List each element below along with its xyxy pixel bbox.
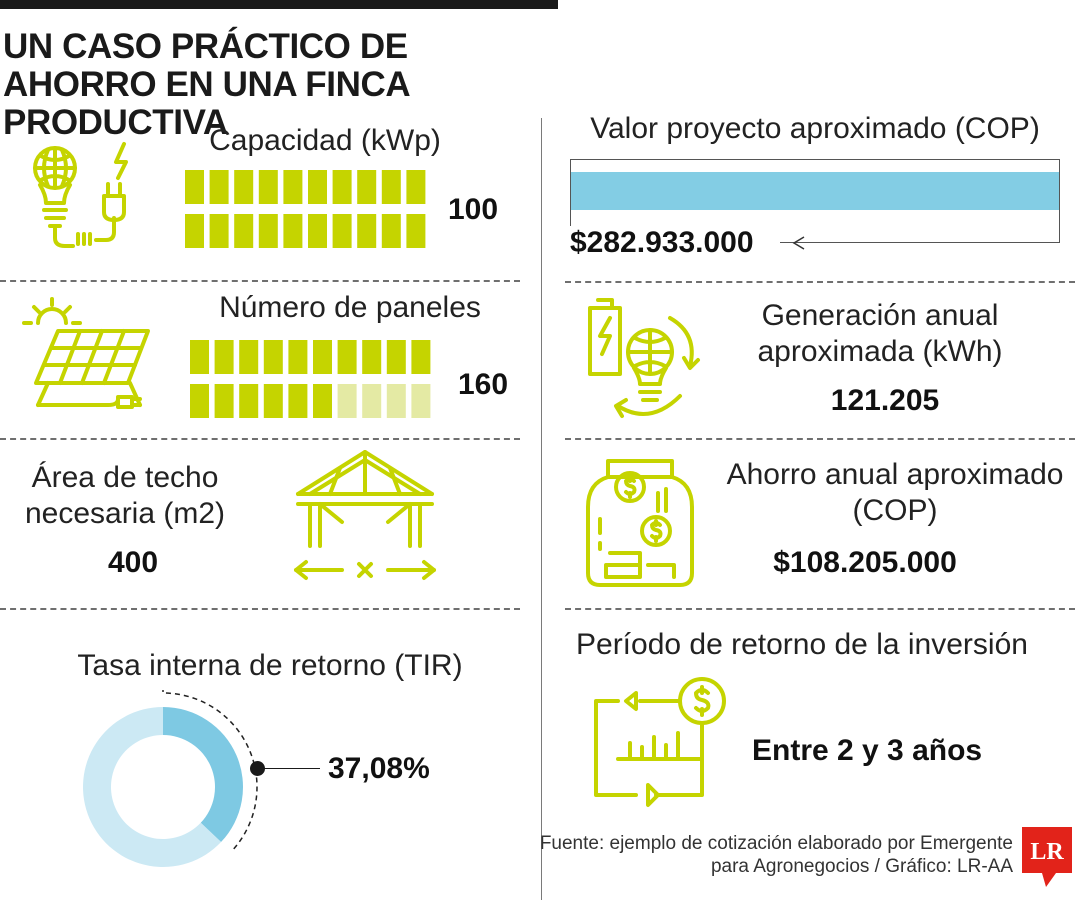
paneles-pictogram-cell: [411, 384, 431, 418]
capacidad-pictogram-cell: [283, 214, 303, 248]
periodo-label: Período de retorno de la inversión: [576, 628, 1028, 661]
paneles-pictogram-cell: [214, 384, 234, 418]
tir-donut-chart: [83, 690, 258, 867]
capacidad-pictogram-cell: [332, 170, 352, 204]
capacidad-pictogram-cell: [185, 214, 204, 248]
capacidad-pictogram-cell: [234, 214, 254, 248]
paneles-pictogram-cell: [263, 384, 283, 418]
paneles-pictogram-cell: [288, 340, 308, 374]
paneles-pictogram-cell: [214, 340, 234, 374]
paneles-pictogram-cell: [337, 340, 357, 374]
tir-leader-dot: [250, 761, 265, 776]
capacidad-label: Capacidad (kWp): [209, 124, 441, 157]
svg-text:LR: LR: [1030, 839, 1064, 865]
paneles-pictogram-cell: [239, 384, 259, 418]
solar-panel-icon: [22, 297, 150, 409]
capacidad-pictogram-cell: [308, 170, 327, 204]
area-value: 400: [108, 546, 159, 579]
return-cycle-icon: [594, 677, 726, 807]
roof-structure-icon: [294, 450, 436, 580]
top-rule: [0, 0, 558, 9]
capacidad-pictogram-cell: [258, 170, 278, 204]
tir-value: 37,08%: [328, 752, 430, 785]
battery-bulb-cycle-icon: [588, 298, 700, 418]
periodo-value: Entre 2 y 3 años: [752, 734, 983, 767]
ahorro-label: Ahorro anual aproximado (COP): [726, 458, 1064, 527]
area-label: Área de techo necesaria (m2): [24, 461, 226, 530]
lr-logo: LR: [1022, 827, 1072, 887]
valor-bar: [571, 172, 1059, 210]
paneles-pictogram-cell: [313, 340, 332, 374]
capacidad-pictogram-cell: [381, 170, 401, 204]
capacidad-pictogram-cell: [332, 214, 352, 248]
capacidad-pictogram: [185, 170, 426, 248]
divider-right-3: [565, 608, 1075, 610]
generacion-label: Generación anual aproximada (kWh): [757, 299, 1003, 368]
capacidad-pictogram-cell: [357, 214, 377, 248]
capacidad-pictogram-cell: [406, 214, 426, 248]
source-note: Fuente: ejemplo de cotización elaborado …: [539, 833, 1013, 877]
paneles-pictogram-cell: [386, 384, 406, 418]
ahorro-value: $108.205.000: [773, 546, 957, 579]
paneles-value: 160: [458, 368, 509, 401]
paneles-pictogram-cell: [386, 340, 406, 374]
capacidad-pictogram-cell: [381, 214, 401, 248]
valor-bar-frame: [570, 159, 1060, 243]
valor-value: $282.933.000: [570, 226, 754, 259]
capacidad-value: 100: [448, 193, 499, 226]
capacidad-pictogram-cell: [258, 214, 278, 248]
tir-slice: [163, 707, 243, 843]
paneles-pictogram-cell: [190, 384, 209, 418]
generacion-value: 121.205: [830, 384, 940, 417]
lightbulb-plug-icon: [33, 142, 128, 248]
valor-label: Valor proyecto aproximado (COP): [590, 112, 1040, 145]
divider-left-2: [0, 438, 520, 440]
capacidad-pictogram-cell: [406, 170, 426, 204]
column-divider: [541, 118, 542, 900]
tir-remainder-slice: [83, 707, 222, 867]
capacidad-pictogram-cell: [357, 170, 377, 204]
arrow-left-icon: [792, 236, 805, 250]
paneles-pictogram-cell: [313, 384, 332, 418]
capacidad-pictogram-cell: [234, 170, 254, 204]
paneles-pictogram-cell: [263, 340, 283, 374]
capacidad-pictogram-cell: [209, 170, 229, 204]
paneles-pictogram-cell: [337, 384, 357, 418]
paneles-pictogram-cell: [411, 340, 431, 374]
paneles-pictogram-cell: [362, 384, 382, 418]
divider-left-3: [0, 608, 520, 610]
paneles-label: Número de paneles: [219, 291, 481, 324]
paneles-pictogram-cell: [190, 340, 209, 374]
tir-bracket-arc: [162, 690, 258, 853]
tir-label: Tasa interna de retorno (TIR): [77, 649, 463, 682]
divider-right-1: [565, 281, 1075, 283]
divider-right-2: [565, 438, 1075, 440]
capacidad-pictogram-cell: [283, 170, 303, 204]
valor-value-backdrop: [570, 226, 780, 258]
tir-leader-line: [258, 768, 320, 769]
divider-left-1: [0, 280, 520, 282]
capacidad-pictogram-cell: [308, 214, 327, 248]
money-jar-icon: [586, 459, 694, 587]
capacidad-pictogram-cell: [209, 214, 229, 248]
paneles-pictogram-cell: [288, 384, 308, 418]
paneles-pictogram: [190, 340, 431, 418]
page-title: UN CASO PRÁCTICO DE AHORRO EN UNA FINCA …: [3, 27, 409, 142]
capacidad-pictogram-cell: [185, 170, 204, 204]
paneles-pictogram-cell: [362, 340, 382, 374]
paneles-pictogram-cell: [239, 340, 259, 374]
